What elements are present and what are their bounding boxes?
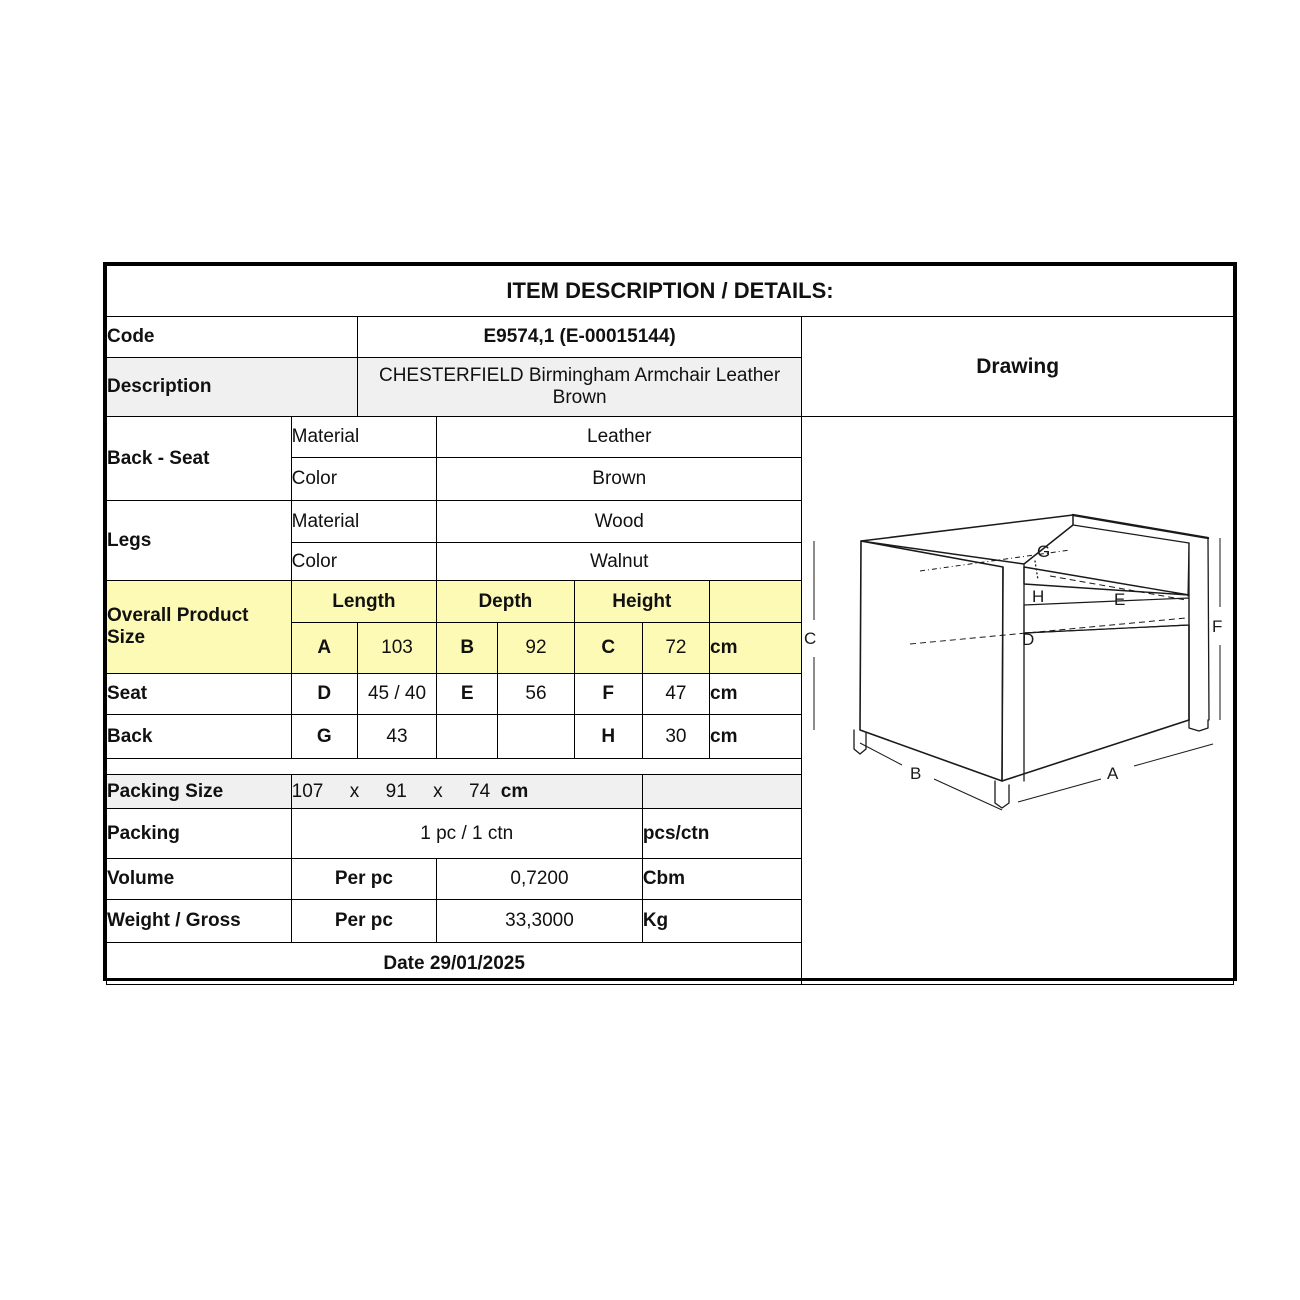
svg-text:H: H xyxy=(1032,587,1044,606)
svg-text:G: G xyxy=(1037,542,1050,561)
svg-text:C: C xyxy=(804,629,816,648)
svg-text:F: F xyxy=(1212,617,1222,636)
svg-text:E: E xyxy=(1114,590,1125,609)
svg-text:B: B xyxy=(910,764,921,783)
svg-text:A: A xyxy=(1107,764,1119,783)
svg-text:D: D xyxy=(1022,630,1034,649)
